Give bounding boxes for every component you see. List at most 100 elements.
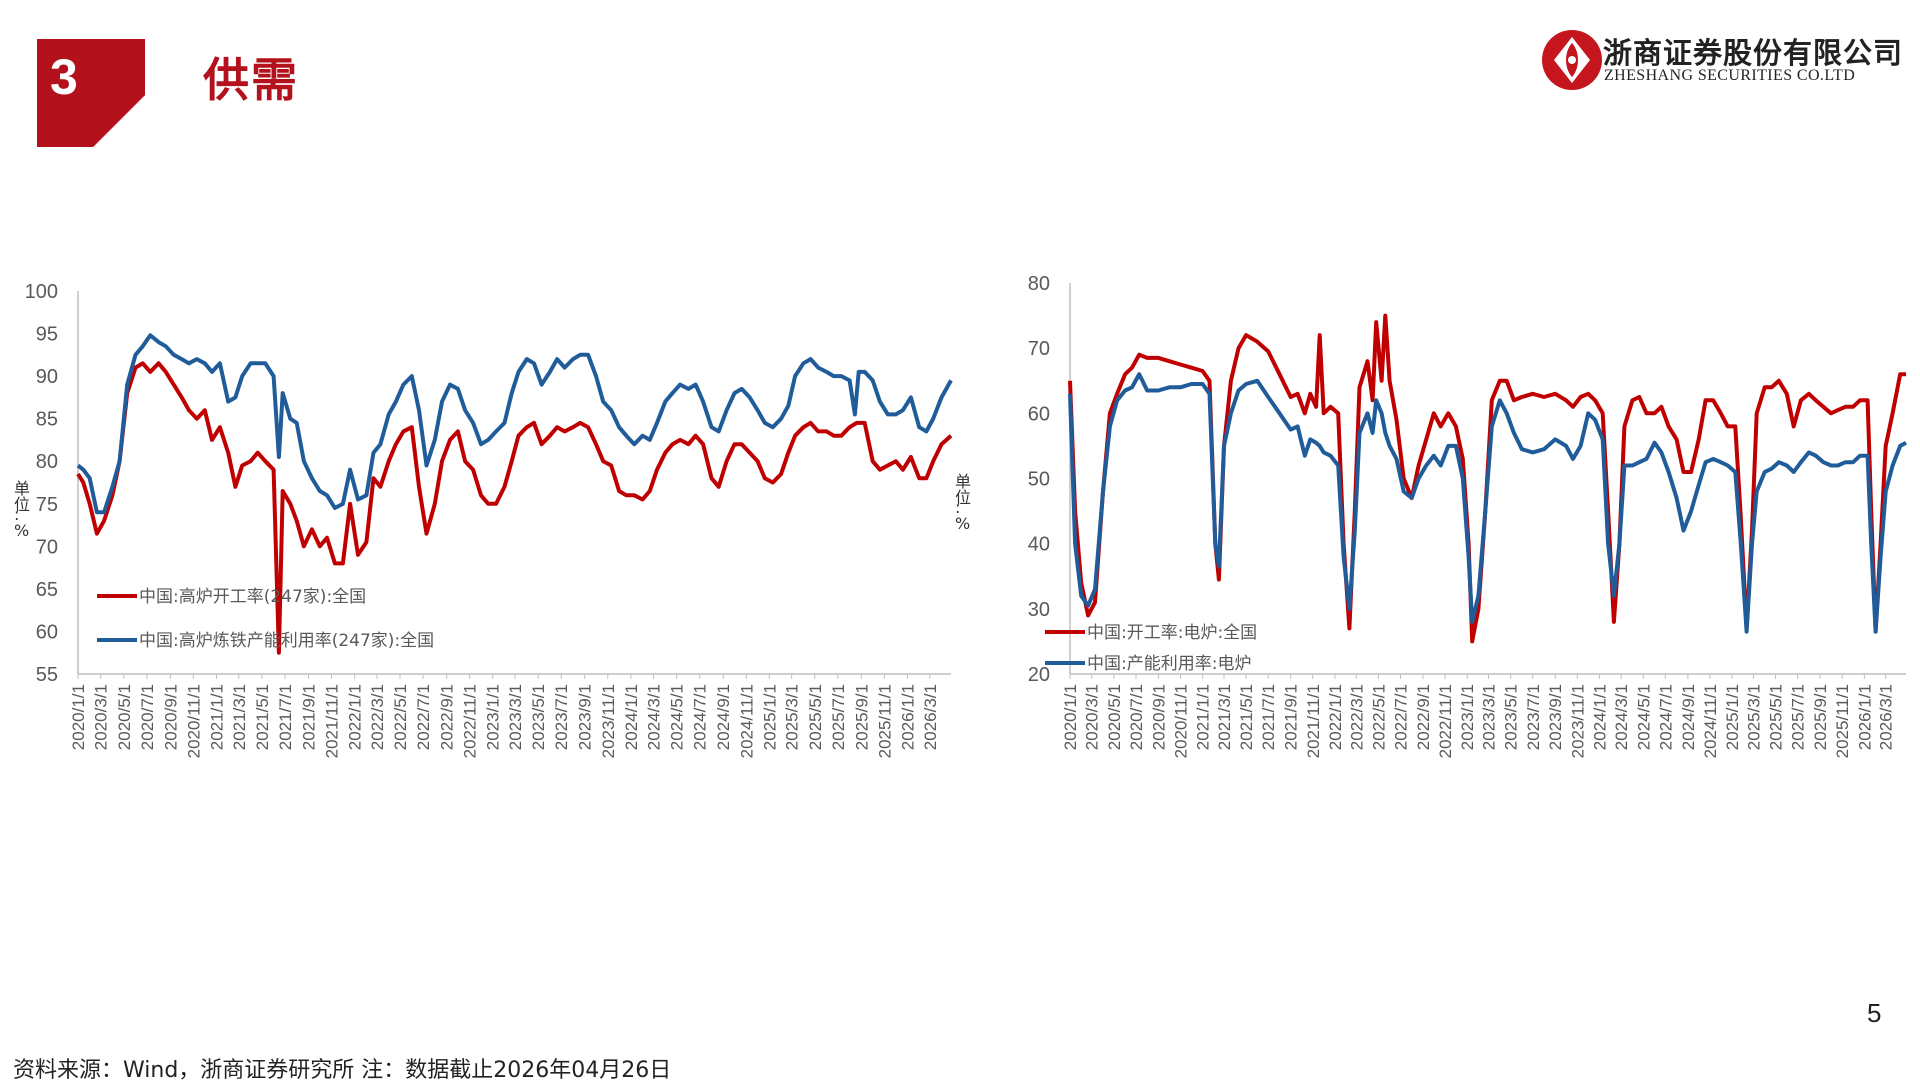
x-tick-label: 2025/9/1 — [1811, 684, 1830, 750]
legend-label-1: 中国:开工率:电炉:全国 — [1087, 623, 1257, 643]
svg-text::: : — [14, 505, 19, 524]
x-tick-label: 2020/9/1 — [1149, 684, 1168, 750]
x-tick-label: 2021/1/1 — [1194, 684, 1213, 750]
x-tick-label: 2025/1/1 — [1723, 684, 1742, 750]
x-tick-label: 2021/5/1 — [253, 684, 272, 750]
section-number: 3 — [50, 49, 78, 105]
x-tick-label: 2021/3/1 — [1215, 684, 1234, 750]
x-tick-label: 2025/5/1 — [806, 684, 825, 750]
x-tick-label: 2021/11/1 — [1304, 684, 1323, 758]
y-tick-label: 60 — [1028, 403, 1050, 425]
x-tick-label: 2026/3/1 — [921, 684, 940, 750]
x-tick-label: 2024/9/1 — [714, 684, 733, 750]
x-tick-label: 2020/5/1 — [1105, 684, 1124, 750]
x-tick-label: 2024/7/1 — [1656, 684, 1675, 750]
svg-text:单: 单 — [14, 479, 30, 498]
x-tick-label: 2022/5/1 — [391, 684, 410, 750]
x-tick-label: 2021/7/1 — [276, 684, 295, 750]
x-tick-label: 2022/7/1 — [1391, 684, 1410, 750]
x-tick-label: 2023/11/1 — [599, 684, 618, 758]
x-tick-label: 2025/11/1 — [875, 684, 894, 758]
x-tick-label: 2025/5/1 — [1767, 684, 1786, 750]
x-tick-label: 2021/9/1 — [299, 684, 318, 750]
x-tick-label: 2020/7/1 — [138, 684, 157, 750]
svg-text:位: 位 — [14, 495, 30, 514]
company-name-en: ZHESHANG SECURITIES CO.LTD — [1604, 67, 1856, 84]
y-tick-label: 85 — [36, 409, 58, 431]
x-tick-label: 2020/3/1 — [1083, 684, 1102, 750]
x-tick-label: 2022/1/1 — [1326, 684, 1345, 750]
legend-label-2: 中国:高炉炼铁产能利用率(247家):全国 — [139, 631, 434, 651]
series-line-1 — [76, 361, 953, 655]
x-tick-label: 2025/7/1 — [829, 684, 848, 750]
x-tick-label: 2020/3/1 — [92, 684, 111, 750]
x-tick-label: 2022/3/1 — [368, 684, 387, 750]
x-tick-label: 2021/3/1 — [230, 684, 249, 750]
y-tick-label: 65 — [36, 579, 58, 601]
x-tick-label: 2026/3/1 — [1877, 684, 1896, 750]
y-tick-label: 100 — [25, 281, 58, 303]
electric-furnace-chart: 20 30 40 50 60 70 80 2020/1/1 2020/3/1 2020/5/1 20… — [945, 262, 1920, 802]
x-tick-label: 2023/3/1 — [506, 684, 525, 750]
x-tick-label: 2025/11/1 — [1833, 684, 1852, 758]
x-tick-label: 2021/11/1 — [323, 684, 342, 758]
y-tick-label: 70 — [36, 536, 58, 558]
company-name-cn: 浙商证券股份有限公司 — [1603, 36, 1904, 70]
x-tick-label: 2024/3/1 — [645, 684, 664, 750]
x-tick-label: 2025/1/1 — [760, 684, 779, 750]
x-tick-label: 2026/1/1 — [1855, 684, 1874, 750]
x-tick-label: 2020/11/1 — [184, 684, 203, 758]
x-tick-label: 2024/11/1 — [1701, 684, 1720, 758]
y-tick-label: 40 — [1028, 534, 1050, 556]
x-tick-label: 2023/5/1 — [529, 684, 548, 750]
x-tick-label: 2025/9/1 — [852, 684, 871, 750]
x-tick-label: 2022/3/1 — [1347, 684, 1366, 750]
series-line-2 — [76, 333, 953, 515]
x-tick-label: 2024/9/1 — [1679, 684, 1698, 750]
x-tick-label: 2020/11/1 — [1172, 684, 1191, 758]
x-tick-label: 2022/1/1 — [346, 684, 365, 750]
x-tick-label: 2024/5/1 — [668, 684, 687, 750]
y-tick-label: 50 — [1028, 469, 1050, 491]
x-tick-label: 2020/1/1 — [1061, 684, 1080, 750]
x-tick-label: 2025/3/1 — [1744, 684, 1763, 750]
x-tick-label: 2023/9/1 — [576, 684, 595, 750]
y-tick-label: 30 — [1028, 599, 1050, 621]
legend-label-2: 中国:产能利用率:电炉 — [1087, 654, 1251, 674]
x-tick-label: 2023/7/1 — [552, 684, 571, 750]
x-tick-label: 2021/5/1 — [1237, 684, 1256, 750]
svg-text:位: 位 — [955, 488, 971, 507]
x-tick-label: 2020/7/1 — [1127, 684, 1146, 750]
x-tick-label: 2024/1/1 — [622, 684, 641, 750]
y-tick-label: 80 — [36, 451, 58, 473]
x-tick-label: 2020/9/1 — [161, 684, 180, 750]
y-unit-label: 单位:% — [955, 472, 971, 533]
x-tick-label: 2021/7/1 — [1259, 684, 1278, 750]
x-tick-label: 2021/9/1 — [1282, 684, 1301, 750]
x-tick-label: 2024/11/1 — [737, 684, 756, 758]
svg-text:%: % — [14, 521, 29, 540]
y-tick-label: 75 — [36, 494, 58, 516]
svg-text:单: 单 — [955, 472, 971, 491]
y-tick-label: 60 — [36, 621, 58, 643]
x-tick-label: 2025/3/1 — [783, 684, 802, 750]
x-tick-label: 2023/5/1 — [1502, 684, 1521, 750]
x-tick-label: 2022/9/1 — [438, 684, 457, 750]
y-tick-label: 95 — [36, 324, 58, 346]
y-tick-label: 55 — [36, 664, 58, 686]
svg-text::: : — [955, 498, 960, 517]
x-tick-label: 2023/3/1 — [1480, 684, 1499, 750]
x-tick-label: 2025/7/1 — [1789, 684, 1808, 750]
x-tick-label: 2022/9/1 — [1414, 684, 1433, 750]
x-tick-label: 2023/1/1 — [1458, 684, 1477, 750]
x-tick-label: 2023/9/1 — [1546, 684, 1565, 750]
x-tick-label: 2022/11/1 — [461, 684, 480, 758]
x-tick-label: 2026/1/1 — [898, 684, 917, 750]
page-number: 5 — [1867, 998, 1882, 1028]
x-tick-label: 2020/1/1 — [69, 684, 88, 750]
x-tick-label: 2023/11/1 — [1568, 684, 1587, 758]
x-tick-label: 2024/3/1 — [1612, 684, 1631, 750]
series-line-2 — [1068, 372, 1907, 634]
blast-furnace-chart: 55 60 65 70 75 80 85 90 95 100 2020/1/1 2020/3/1 202… — [0, 262, 960, 802]
